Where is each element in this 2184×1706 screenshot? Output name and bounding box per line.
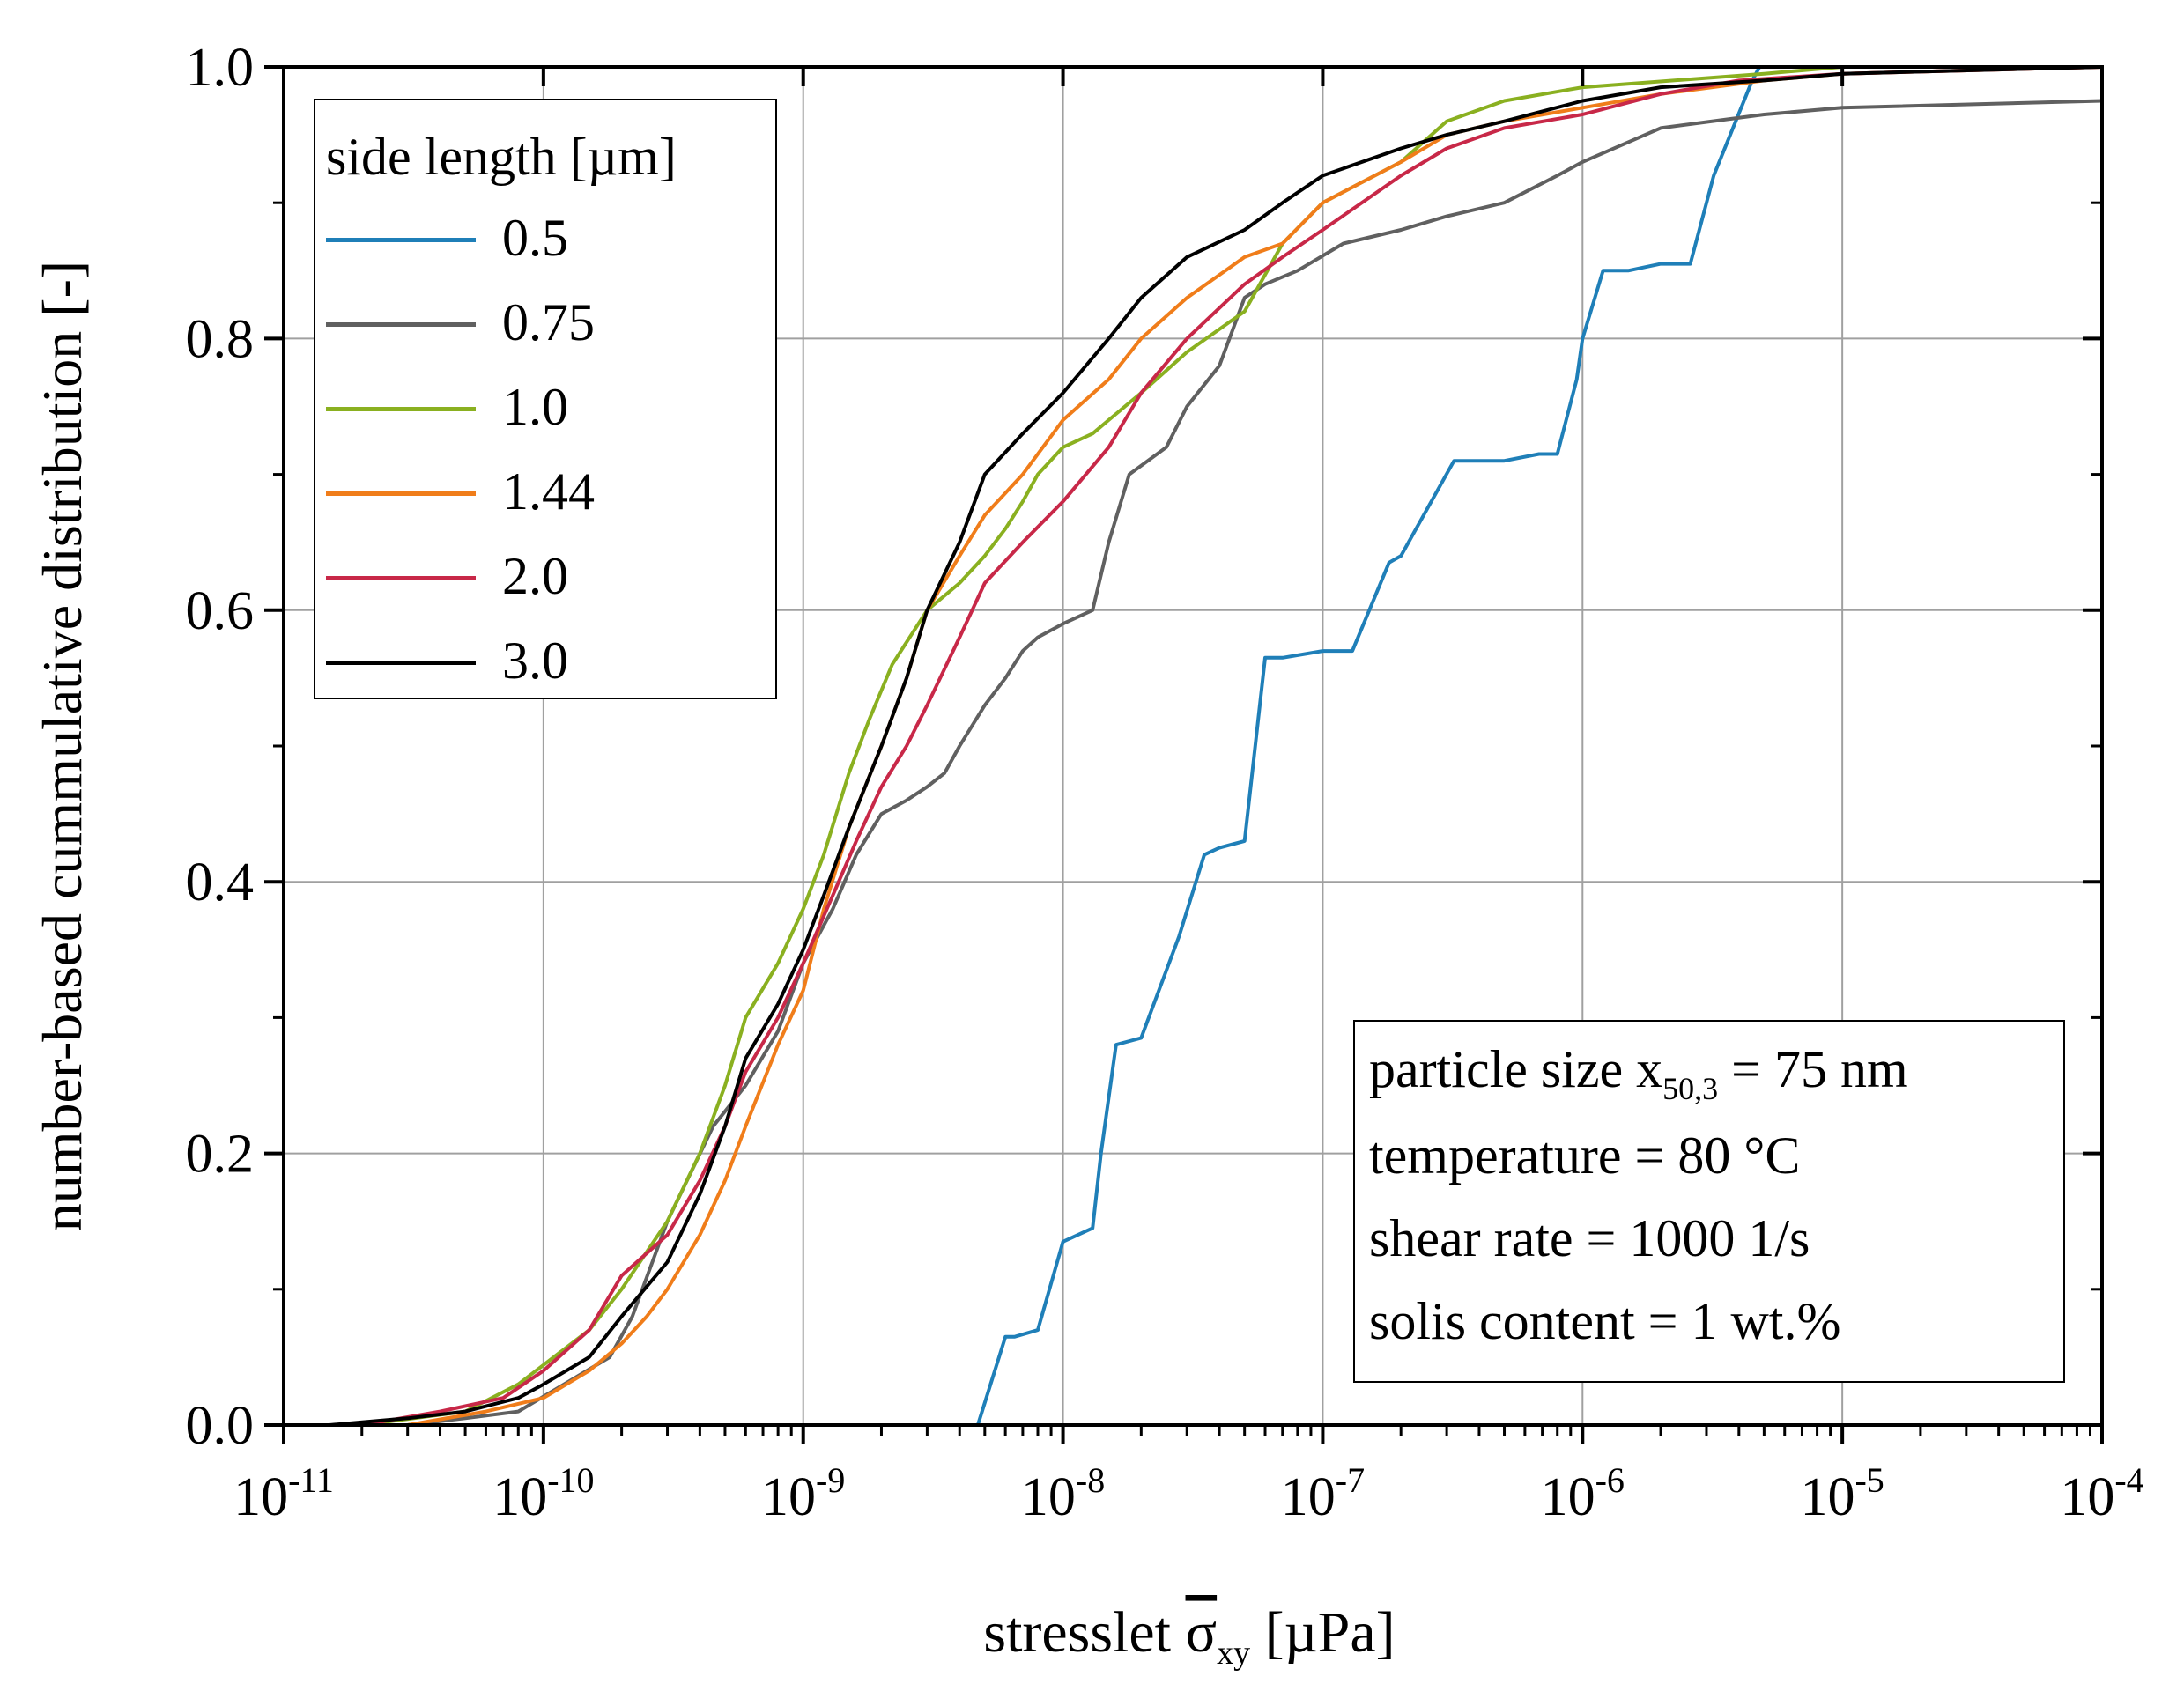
- series-group: [329, 65, 2103, 1427]
- series-line-0.5: [975, 66, 1761, 1426]
- y-tick-label: 0.4: [186, 853, 255, 912]
- x-tick-label: 10-9: [761, 1460, 845, 1527]
- y-tick-label: 0.2: [186, 1125, 255, 1185]
- x-tick-label: 10-7: [1281, 1460, 1365, 1527]
- x-axis-label-symbol: σ: [1186, 1600, 1218, 1665]
- x-tick-label: 10-11: [233, 1460, 334, 1527]
- legend-label: 1.44: [502, 462, 595, 521]
- legend-entry-1.0: 1.0: [326, 373, 766, 444]
- legend-label: 1.0: [502, 378, 568, 436]
- legend-entry-2.0: 2.0: [326, 543, 766, 613]
- series-line-1.0: [361, 65, 2102, 1427]
- legend-title: side length [µm]: [326, 128, 677, 186]
- series-line-2.0: [361, 65, 2103, 1427]
- x-axis-label-unit: [µPa]: [1250, 1600, 1395, 1665]
- legend-entry-0.75: 0.75: [326, 289, 766, 359]
- annotation-line-particle-size: particle size x50,3 = 75 nm: [1369, 1040, 1908, 1106]
- legend-label: 0.5: [502, 209, 568, 267]
- legend-swatch: [326, 491, 476, 496]
- legend-entry-3.0: 3.0: [326, 627, 766, 698]
- annotation-line-shear-rate: shear rate = 1000 1/s: [1369, 1209, 1810, 1267]
- y-tick-label: 0.0: [186, 1396, 255, 1456]
- legend-label: 3.0: [502, 631, 568, 690]
- x-axis-label: stresslet σxy [µPa]: [983, 1600, 1395, 1672]
- x-tick-label: 10-6: [1541, 1460, 1625, 1527]
- legend-swatch: [326, 576, 476, 580]
- y-tick-label: 1.0: [186, 38, 255, 98]
- legend-swatch: [326, 322, 476, 327]
- legend: side length [µm] 0.5 0.75 1.0 1.44 2.0 3.0: [314, 99, 777, 699]
- legend-swatch: [326, 238, 476, 242]
- y-tick-labels: 0.0 0.2 0.4 0.6 0.8 1.0: [186, 38, 255, 1456]
- x-tick-label: 10-4: [2060, 1460, 2143, 1527]
- legend-swatch: [326, 661, 476, 665]
- annotation-box: particle size x50,3 = 75 nm temperature …: [1353, 1020, 2065, 1383]
- legend-entry-1.44: 1.44: [326, 458, 766, 528]
- annotation-line-solids-content: solis content = 1 wt.%: [1369, 1292, 1841, 1350]
- grid: [284, 67, 2102, 1425]
- legend-label: 0.75: [502, 293, 595, 351]
- legend-label: 2.0: [502, 547, 568, 605]
- y-axis-label: number-based cummulative distribution [-…: [31, 261, 93, 1231]
- x-tick-labels: 10-11 10-10 10-9 10-8 10-7 10-6 10-5 10-4: [233, 1460, 2144, 1527]
- annotation-line-temperature: temperature = 80 °C: [1369, 1126, 1801, 1185]
- y-tick-label: 0.6: [186, 581, 255, 641]
- legend-swatch: [326, 407, 476, 411]
- x-tick-label: 10-8: [1021, 1460, 1105, 1527]
- x-tick-label: 10-10: [492, 1460, 594, 1527]
- x-axis-label-sub: xy: [1217, 1635, 1250, 1672]
- series-line-3.0: [329, 65, 2103, 1427]
- x-axis-label-main: stresslet: [983, 1600, 1185, 1665]
- axis-ticks: [264, 65, 2104, 1444]
- x-tick-label: 10-5: [1800, 1460, 1884, 1527]
- legend-entry-0.5: 0.5: [326, 204, 766, 275]
- y-tick-label: 0.8: [186, 309, 255, 369]
